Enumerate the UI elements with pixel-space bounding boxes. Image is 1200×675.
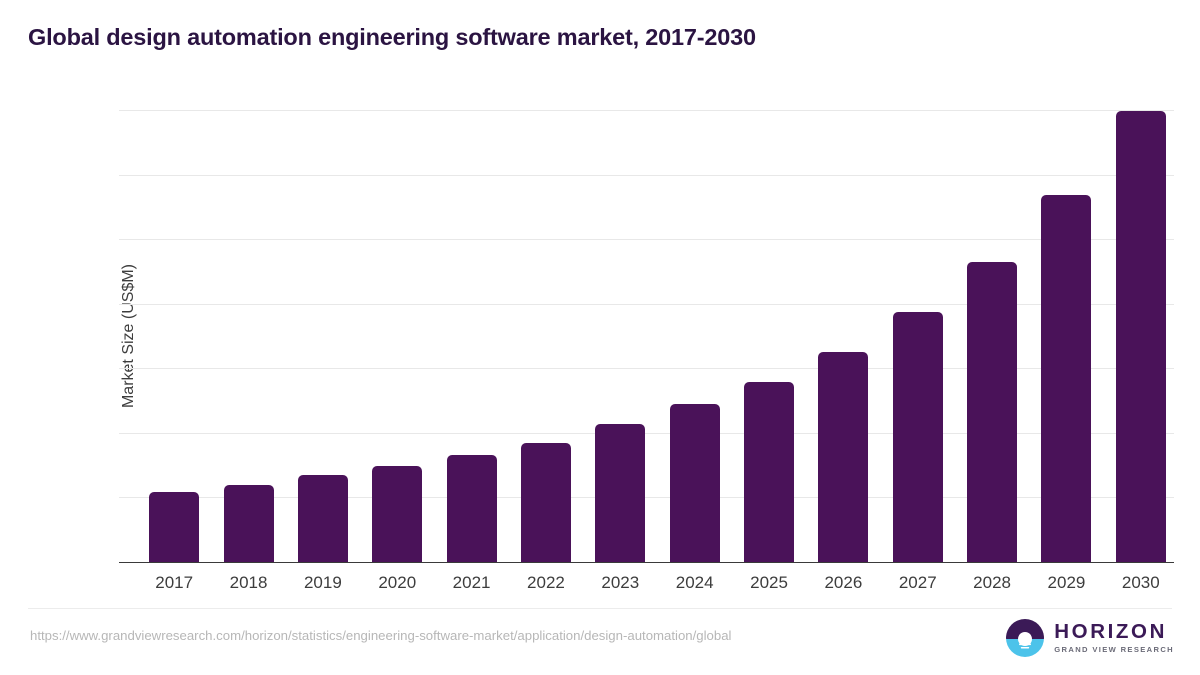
y-tick-mark [119, 174, 133, 176]
x-axis-tick-label: 2025 [750, 573, 788, 592]
y-tick-mark [119, 110, 133, 111]
bar[interactable] [446, 454, 497, 562]
horizon-sun-circle-icon [1006, 619, 1045, 657]
x-axis-tick-label: 2023 [601, 573, 640, 592]
x-axis-tick-label: 2021 [452, 573, 491, 592]
bar[interactable] [669, 404, 720, 562]
x-axis-tick-label: 2024 [675, 573, 714, 592]
bar[interactable] [967, 262, 1018, 562]
y-tick-mark [119, 368, 133, 369]
bar[interactable] [372, 466, 423, 562]
logo-tagline: GRAND VIEW RESEARCH [1054, 645, 1174, 655]
bar[interactable] [744, 382, 795, 562]
y-tick-mark [119, 303, 133, 305]
gridline [133, 303, 1174, 305]
bar[interactable] [223, 484, 274, 562]
plot-area: Market Size (US$M) 02.5k5k7.5k10k12.5k15… [119, 110, 1174, 592]
bar-series [133, 110, 1174, 562]
x-axis-tick-label: 2017 [155, 573, 194, 592]
x-axis-tick-label: 2019 [303, 573, 342, 592]
y-tick-mark [119, 497, 133, 498]
gridline [133, 368, 1174, 369]
logo-wordmark: HORIZON [1054, 619, 1167, 643]
y-tick-mark [119, 432, 133, 434]
logo-text: HORIZON GRAND VIEW RESEARCH [1054, 619, 1174, 655]
x-axis-tick-label: 2028 [973, 573, 1011, 592]
x-axis-tick-label: 2026 [824, 573, 863, 592]
axis-baseline [133, 561, 1174, 564]
page-title: Global design automation engineering sof… [28, 24, 756, 50]
footer-divider [28, 608, 1172, 609]
bar[interactable] [297, 475, 348, 562]
horizon-logo[interactable]: HORIZON GRAND VIEW RESEARCH [1005, 618, 1174, 658]
bar[interactable] [892, 312, 943, 562]
bar[interactable] [1041, 195, 1092, 562]
source-url[interactable]: https://www.grandviewresearch.com/horizo… [30, 628, 732, 643]
bar[interactable] [149, 491, 200, 562]
y-tick-mark [119, 561, 133, 564]
gridline [133, 174, 1174, 176]
gridline [133, 432, 1174, 434]
bar[interactable] [595, 424, 646, 562]
x-axis-tick-label: 2030 [1121, 573, 1160, 592]
bar[interactable] [818, 352, 869, 562]
y-tick-mark [119, 239, 133, 240]
x-axis-tick-label: 2018 [229, 573, 268, 592]
bar[interactable] [520, 442, 571, 562]
gridline [133, 497, 1174, 498]
gridline [133, 239, 1174, 240]
x-axis-tick-label: 2029 [1047, 573, 1086, 592]
x-axis-tick-label: 2022 [527, 573, 565, 592]
x-axis-tick-label: 2027 [898, 573, 937, 592]
x-axis-tick-label: 2020 [378, 573, 417, 592]
gridline [133, 110, 1174, 111]
bar[interactable] [1115, 111, 1166, 562]
